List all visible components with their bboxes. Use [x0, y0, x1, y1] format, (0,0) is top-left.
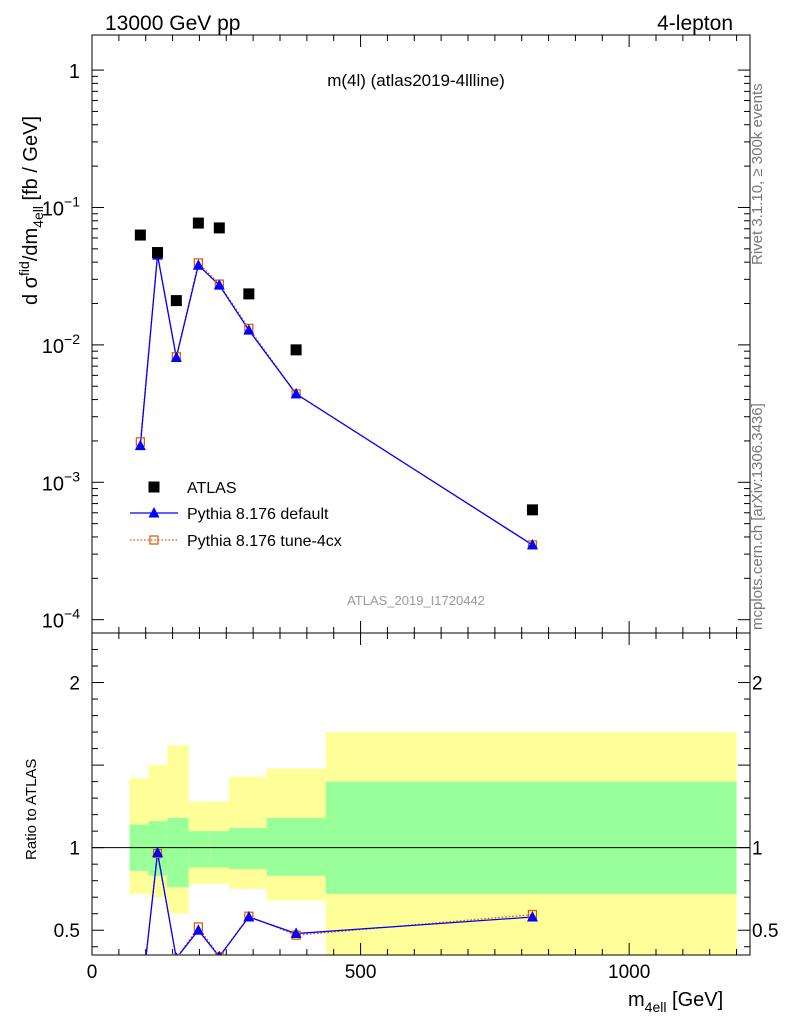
side-label-rivet: Rivet 3.1.10, ≥ 300k events: [749, 83, 766, 265]
y-axis-label-main: d σfid/dm4ell [fb / GeV]: [16, 116, 46, 305]
header-process: 13000 GeV pp: [105, 12, 240, 35]
ratio-series: [135, 846, 538, 1013]
atlas-point: [152, 247, 164, 259]
ratio-default-point: [174, 952, 178, 955]
uncertainty-bands: [129, 732, 737, 955]
ratio-plot-frame: [91, 632, 751, 956]
plot-title: m(4l) (atlas2019-4llline): [327, 71, 505, 90]
ratio-default-point: [217, 950, 222, 955]
default-point: [243, 324, 255, 335]
atlas-point: [192, 217, 204, 229]
atlas-point: [170, 295, 182, 307]
atlas-point: [290, 344, 302, 356]
y-tick-label: 10−2: [42, 331, 80, 358]
ratio-default-point: [290, 927, 302, 939]
side-label-mcplots: mcplots.cern.ch [arXiv:1306.3436]: [749, 403, 766, 630]
default-point: [213, 279, 225, 290]
legend-label: ATLAS: [187, 480, 237, 497]
y-tick-label: 10−3: [42, 468, 80, 495]
x-tick-label: 500: [345, 962, 377, 983]
x-axis-label: m4ell [GeV]: [628, 989, 723, 1015]
ratio-default-point: [192, 924, 204, 935]
atlas-point: [134, 229, 146, 241]
y-tick-label: 1: [69, 61, 80, 83]
ratio-y-tick-label: 1: [69, 839, 80, 860]
legend: ATLAS Pythia 8.176 default Pythia 8.176 tu…: [130, 480, 342, 550]
ratio-default-point: [243, 911, 255, 922]
axis-ticks: 0 500 1000 1 10−1 10−2 10−3 10−4 0.5 0.5 1 1 2 2: [42, 35, 778, 983]
ratio-y-tick-label: 2: [69, 674, 80, 695]
atlas-point: [213, 222, 225, 234]
ratio-default-point: [135, 1002, 146, 1013]
series-line-default: [139, 255, 533, 546]
header-channel: 4-lepton: [657, 12, 733, 35]
atlas-point: [243, 288, 255, 300]
series-line-tune-4cx: [139, 254, 533, 546]
legend-label: Pythia 8.176 default: [187, 506, 329, 523]
ratio-y-tick-label-right: 2: [752, 674, 763, 695]
legend-marker-tune-4cx: [149, 535, 159, 545]
band-inner: [210, 831, 229, 868]
ratio-y-tick-label-right: 1: [752, 839, 763, 860]
legend-marker-default: [148, 507, 160, 518]
legend-marker-atlas: [148, 481, 160, 493]
band-inner: [266, 817, 326, 876]
band-inner: [325, 781, 737, 894]
atlas-point: [526, 504, 538, 516]
default-point: [526, 538, 538, 550]
ratio-default-point: [152, 846, 164, 858]
y-tick-label: 10−1: [42, 193, 80, 220]
ratio-y-tick-label-right: 0.5: [752, 921, 778, 942]
data-series: [134, 217, 538, 1013]
analysis-label: ATLAS_2019_I1720442: [347, 593, 485, 608]
axes: [91, 34, 751, 956]
default-point: [170, 351, 182, 362]
y-axis-label-ratio: Ratio to ATLAS: [23, 759, 40, 860]
x-tick-label: 0: [87, 962, 98, 983]
ratio-line-default: [145, 852, 533, 955]
legend-label: Pythia 8.176 tune-4cx: [187, 533, 342, 550]
band-inner: [228, 827, 267, 870]
y-tick-label: 10−4: [42, 606, 80, 633]
default-point: [290, 387, 302, 399]
x-tick-label: 1000: [608, 962, 650, 983]
default-point: [134, 439, 146, 451]
default-point: [192, 259, 204, 270]
ratio-tune-4cx-point: [136, 1004, 144, 1012]
band-inner: [167, 817, 189, 888]
ratio-y-tick-label: 0.5: [54, 921, 80, 942]
band-inner: [188, 831, 211, 868]
ratio-tune-4cx-point: [171, 953, 181, 955]
ratio-default-point: [526, 911, 538, 922]
